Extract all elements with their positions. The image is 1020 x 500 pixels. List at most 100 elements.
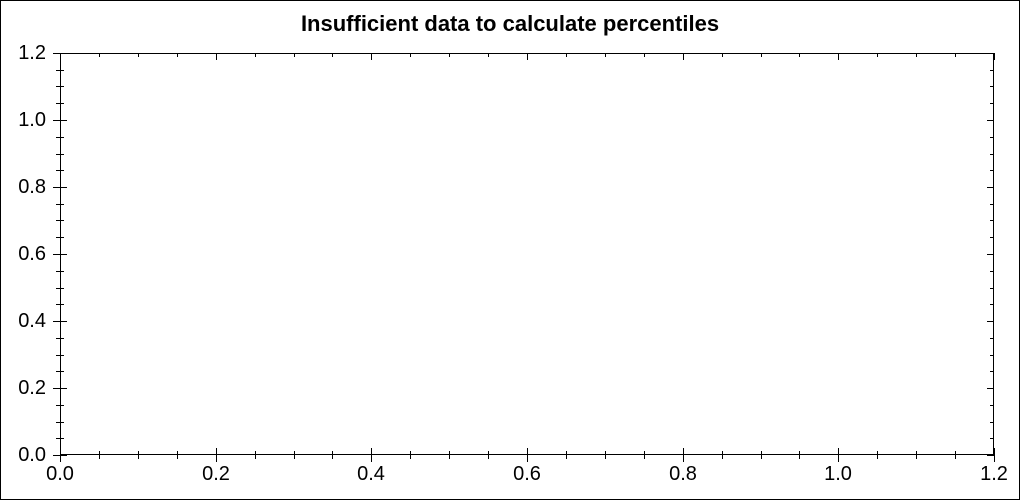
x-axis-top-minor-tick — [332, 53, 333, 57]
x-axis-minor-tick — [138, 451, 139, 459]
y-axis-right-major-tick — [987, 321, 994, 322]
x-axis-major-tick — [371, 448, 372, 462]
y-axis-right-major-tick — [987, 120, 994, 121]
y-axis-minor-tick — [56, 405, 64, 406]
y-axis-right-minor-tick — [990, 438, 994, 439]
x-axis-minor-tick — [605, 451, 606, 459]
y-axis-right-minor-tick — [990, 86, 994, 87]
x-axis-top-minor-tick — [177, 53, 178, 57]
y-axis-minor-tick — [56, 304, 64, 305]
y-axis-right-minor-tick — [990, 237, 994, 238]
y-axis-minor-tick — [56, 70, 64, 71]
x-axis-tick-label: 1.0 — [824, 463, 852, 485]
chart-title: Insufficient data to calculate percentil… — [300, 11, 720, 36]
x-axis-top-minor-tick — [255, 53, 256, 57]
y-axis-tick-label: 0.8 — [18, 176, 46, 198]
x-axis-minor-tick — [294, 451, 295, 459]
y-axis-major-tick — [53, 187, 67, 188]
x-axis-tick-label: 0.2 — [202, 463, 230, 485]
y-axis-minor-tick — [56, 220, 64, 221]
y-axis-right-major-tick — [987, 455, 994, 456]
x-axis-top-minor-tick — [761, 53, 762, 57]
x-axis-tick-label: 0.6 — [513, 463, 541, 485]
y-axis-minor-tick — [56, 438, 64, 439]
y-axis-right-major-tick — [987, 53, 994, 54]
x-axis-top-major-tick — [994, 53, 995, 60]
x-axis-top-minor-tick — [294, 53, 295, 57]
y-axis-minor-tick — [56, 355, 64, 356]
y-axis-right-major-tick — [987, 254, 994, 255]
y-axis-right-minor-tick — [990, 220, 994, 221]
x-axis-tick-label: 0.8 — [669, 463, 697, 485]
x-axis-top-minor-tick — [566, 53, 567, 57]
x-axis-major-tick — [216, 448, 217, 462]
x-axis-top-major-tick — [216, 53, 217, 60]
x-axis-minor-tick — [916, 451, 917, 459]
x-axis-minor-tick — [799, 451, 800, 459]
x-axis-minor-tick — [449, 451, 450, 459]
x-axis-top-major-tick — [371, 53, 372, 60]
x-axis-minor-tick — [566, 451, 567, 459]
x-axis-minor-tick — [177, 451, 178, 459]
y-axis-tick-label: 0.0 — [18, 444, 46, 466]
x-axis-minor-tick — [761, 451, 762, 459]
y-axis-right-minor-tick — [990, 103, 994, 104]
y-axis-minor-tick — [56, 86, 64, 87]
y-axis-right-minor-tick — [990, 204, 994, 205]
x-axis-top-major-tick — [60, 53, 61, 60]
y-axis-minor-tick — [56, 103, 64, 104]
x-axis-top-major-tick — [683, 53, 684, 60]
x-axis-minor-tick — [955, 451, 956, 459]
x-axis-top-minor-tick — [605, 53, 606, 57]
x-axis-tick-label: 0.0 — [46, 463, 74, 485]
y-axis-minor-tick — [56, 237, 64, 238]
x-axis-major-tick — [683, 448, 684, 462]
y-axis-tick-label: 0.2 — [18, 377, 46, 399]
x-axis-tick-label: 1.2 — [980, 463, 1008, 485]
x-axis-top-minor-tick — [916, 53, 917, 57]
x-axis-minor-tick — [877, 451, 878, 459]
y-axis-minor-tick — [56, 371, 64, 372]
x-axis-minor-tick — [644, 451, 645, 459]
x-axis-top-minor-tick — [799, 53, 800, 57]
y-axis-minor-tick — [56, 154, 64, 155]
x-axis-top-minor-tick — [488, 53, 489, 57]
y-axis-right-minor-tick — [990, 338, 994, 339]
y-axis-major-tick — [53, 53, 67, 54]
y-axis-right-minor-tick — [990, 70, 994, 71]
y-axis-right-minor-tick — [990, 288, 994, 289]
y-axis-minor-tick — [56, 170, 64, 171]
x-axis-minor-tick — [99, 451, 100, 459]
y-axis-minor-tick — [56, 204, 64, 205]
y-axis-minor-tick — [56, 137, 64, 138]
x-axis-major-tick — [527, 448, 528, 462]
x-axis-minor-tick — [255, 451, 256, 459]
y-axis-minor-tick — [56, 422, 64, 423]
x-axis-major-tick — [994, 448, 995, 462]
y-axis-right-major-tick — [987, 388, 994, 389]
x-axis-top-minor-tick — [722, 53, 723, 57]
y-axis-tick-label: 0.4 — [18, 310, 46, 332]
x-axis-minor-tick — [332, 451, 333, 459]
x-axis-top-minor-tick — [138, 53, 139, 57]
y-axis-right-minor-tick — [990, 304, 994, 305]
y-axis-right-minor-tick — [990, 355, 994, 356]
y-axis-tick-label: 1.2 — [18, 42, 46, 64]
x-axis-tick-label: 0.4 — [357, 463, 385, 485]
y-axis-minor-tick — [56, 338, 64, 339]
y-axis-major-tick — [53, 321, 67, 322]
x-axis-top-minor-tick — [644, 53, 645, 57]
y-axis-major-tick — [53, 120, 67, 121]
y-axis-right-minor-tick — [990, 170, 994, 171]
x-axis-minor-tick — [410, 451, 411, 459]
y-axis-minor-tick — [56, 288, 64, 289]
x-axis-top-minor-tick — [99, 53, 100, 57]
y-axis-right-minor-tick — [990, 271, 994, 272]
x-axis-minor-tick — [488, 451, 489, 459]
y-axis-right-minor-tick — [990, 422, 994, 423]
plot-area — [60, 53, 994, 455]
x-axis-top-major-tick — [838, 53, 839, 60]
y-axis-minor-tick — [56, 271, 64, 272]
y-axis-right-minor-tick — [990, 137, 994, 138]
